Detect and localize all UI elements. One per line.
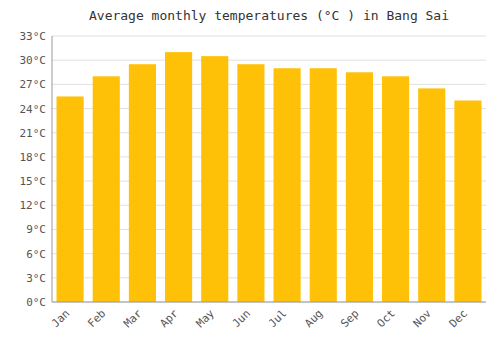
x-tick-label: Nov	[411, 307, 435, 331]
y-tick-label: 9°C	[26, 223, 46, 236]
y-tick-label: 21°C	[20, 127, 47, 140]
y-tick-label: 15°C	[20, 175, 47, 188]
x-tick-label: Apr	[157, 307, 181, 331]
bar	[237, 64, 264, 302]
chart: Average monthly temperatures (°C ) in Ba…	[0, 0, 500, 350]
bar	[57, 96, 84, 302]
bar	[201, 56, 228, 302]
bar	[310, 68, 337, 302]
chart-container: Average monthly temperatures (°C ) in Ba…	[0, 0, 500, 350]
x-tick-label: Oct	[374, 307, 397, 330]
y-tick-label: 3°C	[26, 272, 46, 285]
bar	[418, 88, 445, 302]
x-tick-label: Jul	[266, 307, 289, 330]
title: Average monthly temperatures (°C ) in Ba…	[89, 8, 449, 23]
y-axis-line	[52, 36, 53, 302]
x-tick-label: Aug	[302, 307, 325, 330]
y-tick-label: 27°C	[20, 78, 47, 91]
bars	[57, 52, 482, 302]
y-tick-label: 12°C	[20, 199, 47, 212]
x-tick-label: Jun	[230, 307, 253, 330]
y-tick-label: 6°C	[26, 248, 46, 261]
y-tick-label: 30°C	[20, 54, 47, 67]
x-tick-label: Jan	[49, 307, 72, 330]
grid	[52, 36, 486, 302]
y-tick-label: 24°C	[20, 103, 47, 116]
x-tick-label: Mar	[121, 307, 145, 331]
bar	[129, 64, 156, 302]
grid-line	[52, 60, 486, 61]
bar	[165, 52, 192, 302]
bar	[274, 68, 301, 302]
y-tick-label: 33°C	[20, 30, 47, 43]
bar	[346, 72, 373, 302]
bar	[454, 100, 481, 302]
x-tick-label: Dec	[447, 307, 470, 330]
grid-line	[52, 36, 486, 37]
x-tick-label: May	[194, 307, 218, 331]
bar	[382, 76, 409, 302]
y-tick-label: 18°C	[20, 151, 47, 164]
bar	[93, 76, 120, 302]
x-tick-label: Sep	[338, 307, 361, 330]
x-tick-label: Feb	[85, 307, 108, 330]
y-tick-label: 0°C	[26, 296, 46, 309]
x-axis-line	[52, 302, 486, 303]
grid-line	[52, 302, 486, 303]
